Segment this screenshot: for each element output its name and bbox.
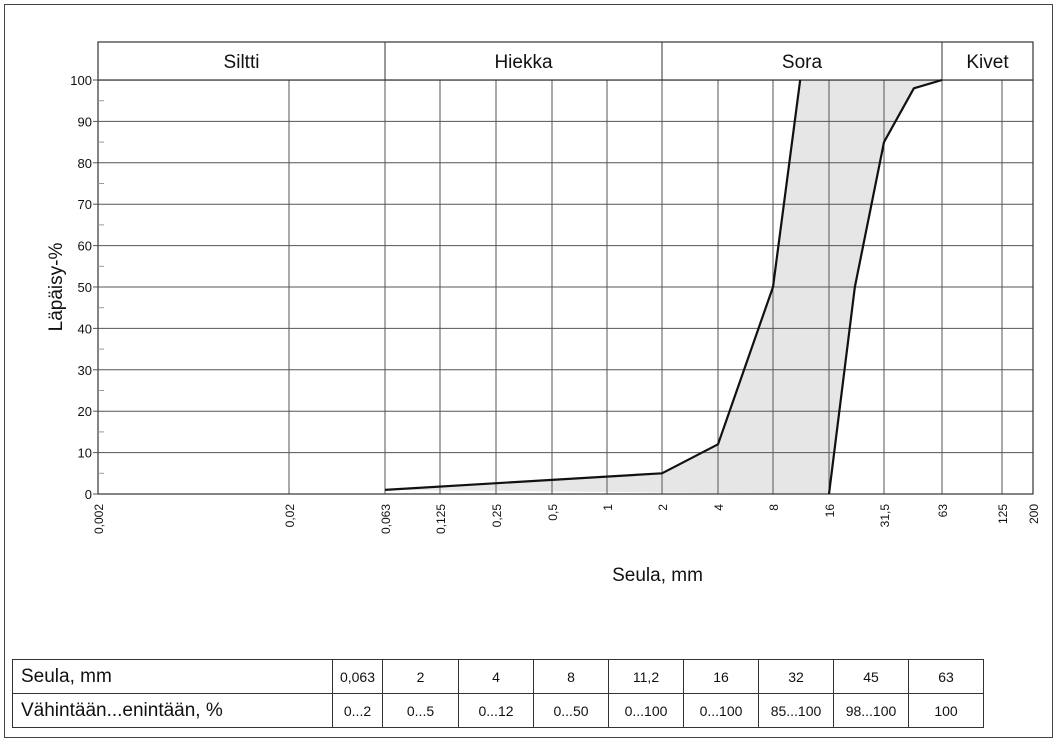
y-tick-label: 70: [78, 197, 92, 212]
y-tick-label: 90: [78, 114, 92, 129]
x-tick-label: 0,02: [283, 504, 297, 528]
sieve-cell: 32: [758, 659, 834, 694]
y-tick-label: 10: [78, 446, 92, 461]
x-tick-label: 8: [767, 504, 781, 511]
envelope-area: [385, 80, 942, 494]
table-row-ranges: Vähintään...enintään, % 0...2 0...5 0...12…: [12, 693, 984, 728]
y-axis-ticks: 0 10 20 30 40 50 60 70 80 90 100: [70, 73, 104, 502]
x-tick-label: 16: [823, 504, 837, 518]
x-tick-label: 125: [996, 504, 1010, 524]
sieve-table-wrap: Seula, mm 0,063 2 4 8 11,2 16 32 45 63 Vähintään…: [12, 659, 984, 728]
x-axis-ticks: 0,002 0,02 0,063 0,125 0,25 0,5 1 2 4 8 16 31,5 63 12…: [92, 504, 1041, 534]
x-tick-label: 63: [936, 504, 950, 518]
axis-labels: Seula, mm Läpäisy-%: [46, 243, 703, 586]
y-axis-label: Läpäisy-%: [46, 243, 67, 332]
sieve-cell: 45: [833, 659, 909, 694]
y-tick-label: 80: [78, 156, 92, 171]
x-tick-label: 0,125: [434, 504, 448, 534]
sieve-cell: 11,2: [608, 659, 684, 694]
x-tick-label: 0,063: [379, 504, 393, 534]
grid: [97, 79, 1034, 495]
fraction-header: Siltti Hiekka Sora Kivet: [97, 41, 1034, 81]
table-row-sieves: Seula, mm 0,063 2 4 8 11,2 16 32 45 63: [12, 659, 984, 694]
x-tick-label: 31,5: [878, 504, 892, 528]
fraction-label: Kivet: [966, 52, 1009, 73]
range-cell: 0...2: [332, 693, 383, 728]
sieve-cell: 8: [533, 659, 609, 694]
range-cell: 0...100: [608, 693, 684, 728]
fraction-label: Hiekka: [494, 52, 553, 73]
sieve-cell: 63: [908, 659, 984, 694]
sieve-table: Seula, mm 0,063 2 4 8 11,2 16 32 45 63 Vähintään…: [12, 659, 984, 728]
x-tick-label: 0,25: [490, 504, 504, 528]
y-tick-label: 50: [78, 280, 92, 295]
grading-chart: Siltti Hiekka Sora Kivet 0 10 20 30 40 50 60 70 80 9…: [46, 41, 1041, 586]
range-cell: 0...50: [533, 693, 609, 728]
range-cell: 0...12: [458, 693, 534, 728]
table-header-label: Seula, mm: [12, 659, 333, 694]
range-cell: 98...100: [833, 693, 909, 728]
sieve-cell: 16: [683, 659, 759, 694]
fraction-label: Sora: [782, 52, 823, 73]
range-cell: 85...100: [758, 693, 834, 728]
sieve-cell: 0,063: [332, 659, 383, 694]
fraction-label: Siltti: [224, 52, 260, 73]
lower-envelope-line: [384, 79, 802, 491]
x-tick-label: 1: [601, 504, 615, 511]
x-tick-label: 0,002: [92, 504, 106, 534]
envelope-band: [385, 80, 942, 494]
upper-envelope-line: [827, 78, 943, 495]
table-values-label: Vähintään...enintään, %: [12, 693, 333, 728]
fraction-header-box: [97, 41, 1034, 81]
x-tick-label: 2: [656, 504, 670, 511]
y-tick-label: 100: [70, 73, 92, 88]
sieve-cell: 4: [458, 659, 534, 694]
y-tick-label: 40: [78, 321, 92, 336]
sieve-cell: 2: [382, 659, 459, 694]
y-tick-label: 20: [78, 404, 92, 419]
y-tick-label: 60: [78, 239, 92, 254]
envelope-lines: [384, 78, 943, 495]
range-cell: 0...100: [683, 693, 759, 728]
y-tick-label: 30: [78, 363, 92, 378]
x-tick-label: 0,5: [546, 504, 560, 521]
range-cell: 0...5: [382, 693, 459, 728]
range-cell: 100: [908, 693, 984, 728]
y-tick-label: 0: [85, 487, 92, 502]
x-tick-label: 4: [712, 504, 726, 511]
x-axis-label: Seula, mm: [612, 565, 703, 586]
x-tick-label: 200: [1027, 504, 1041, 524]
